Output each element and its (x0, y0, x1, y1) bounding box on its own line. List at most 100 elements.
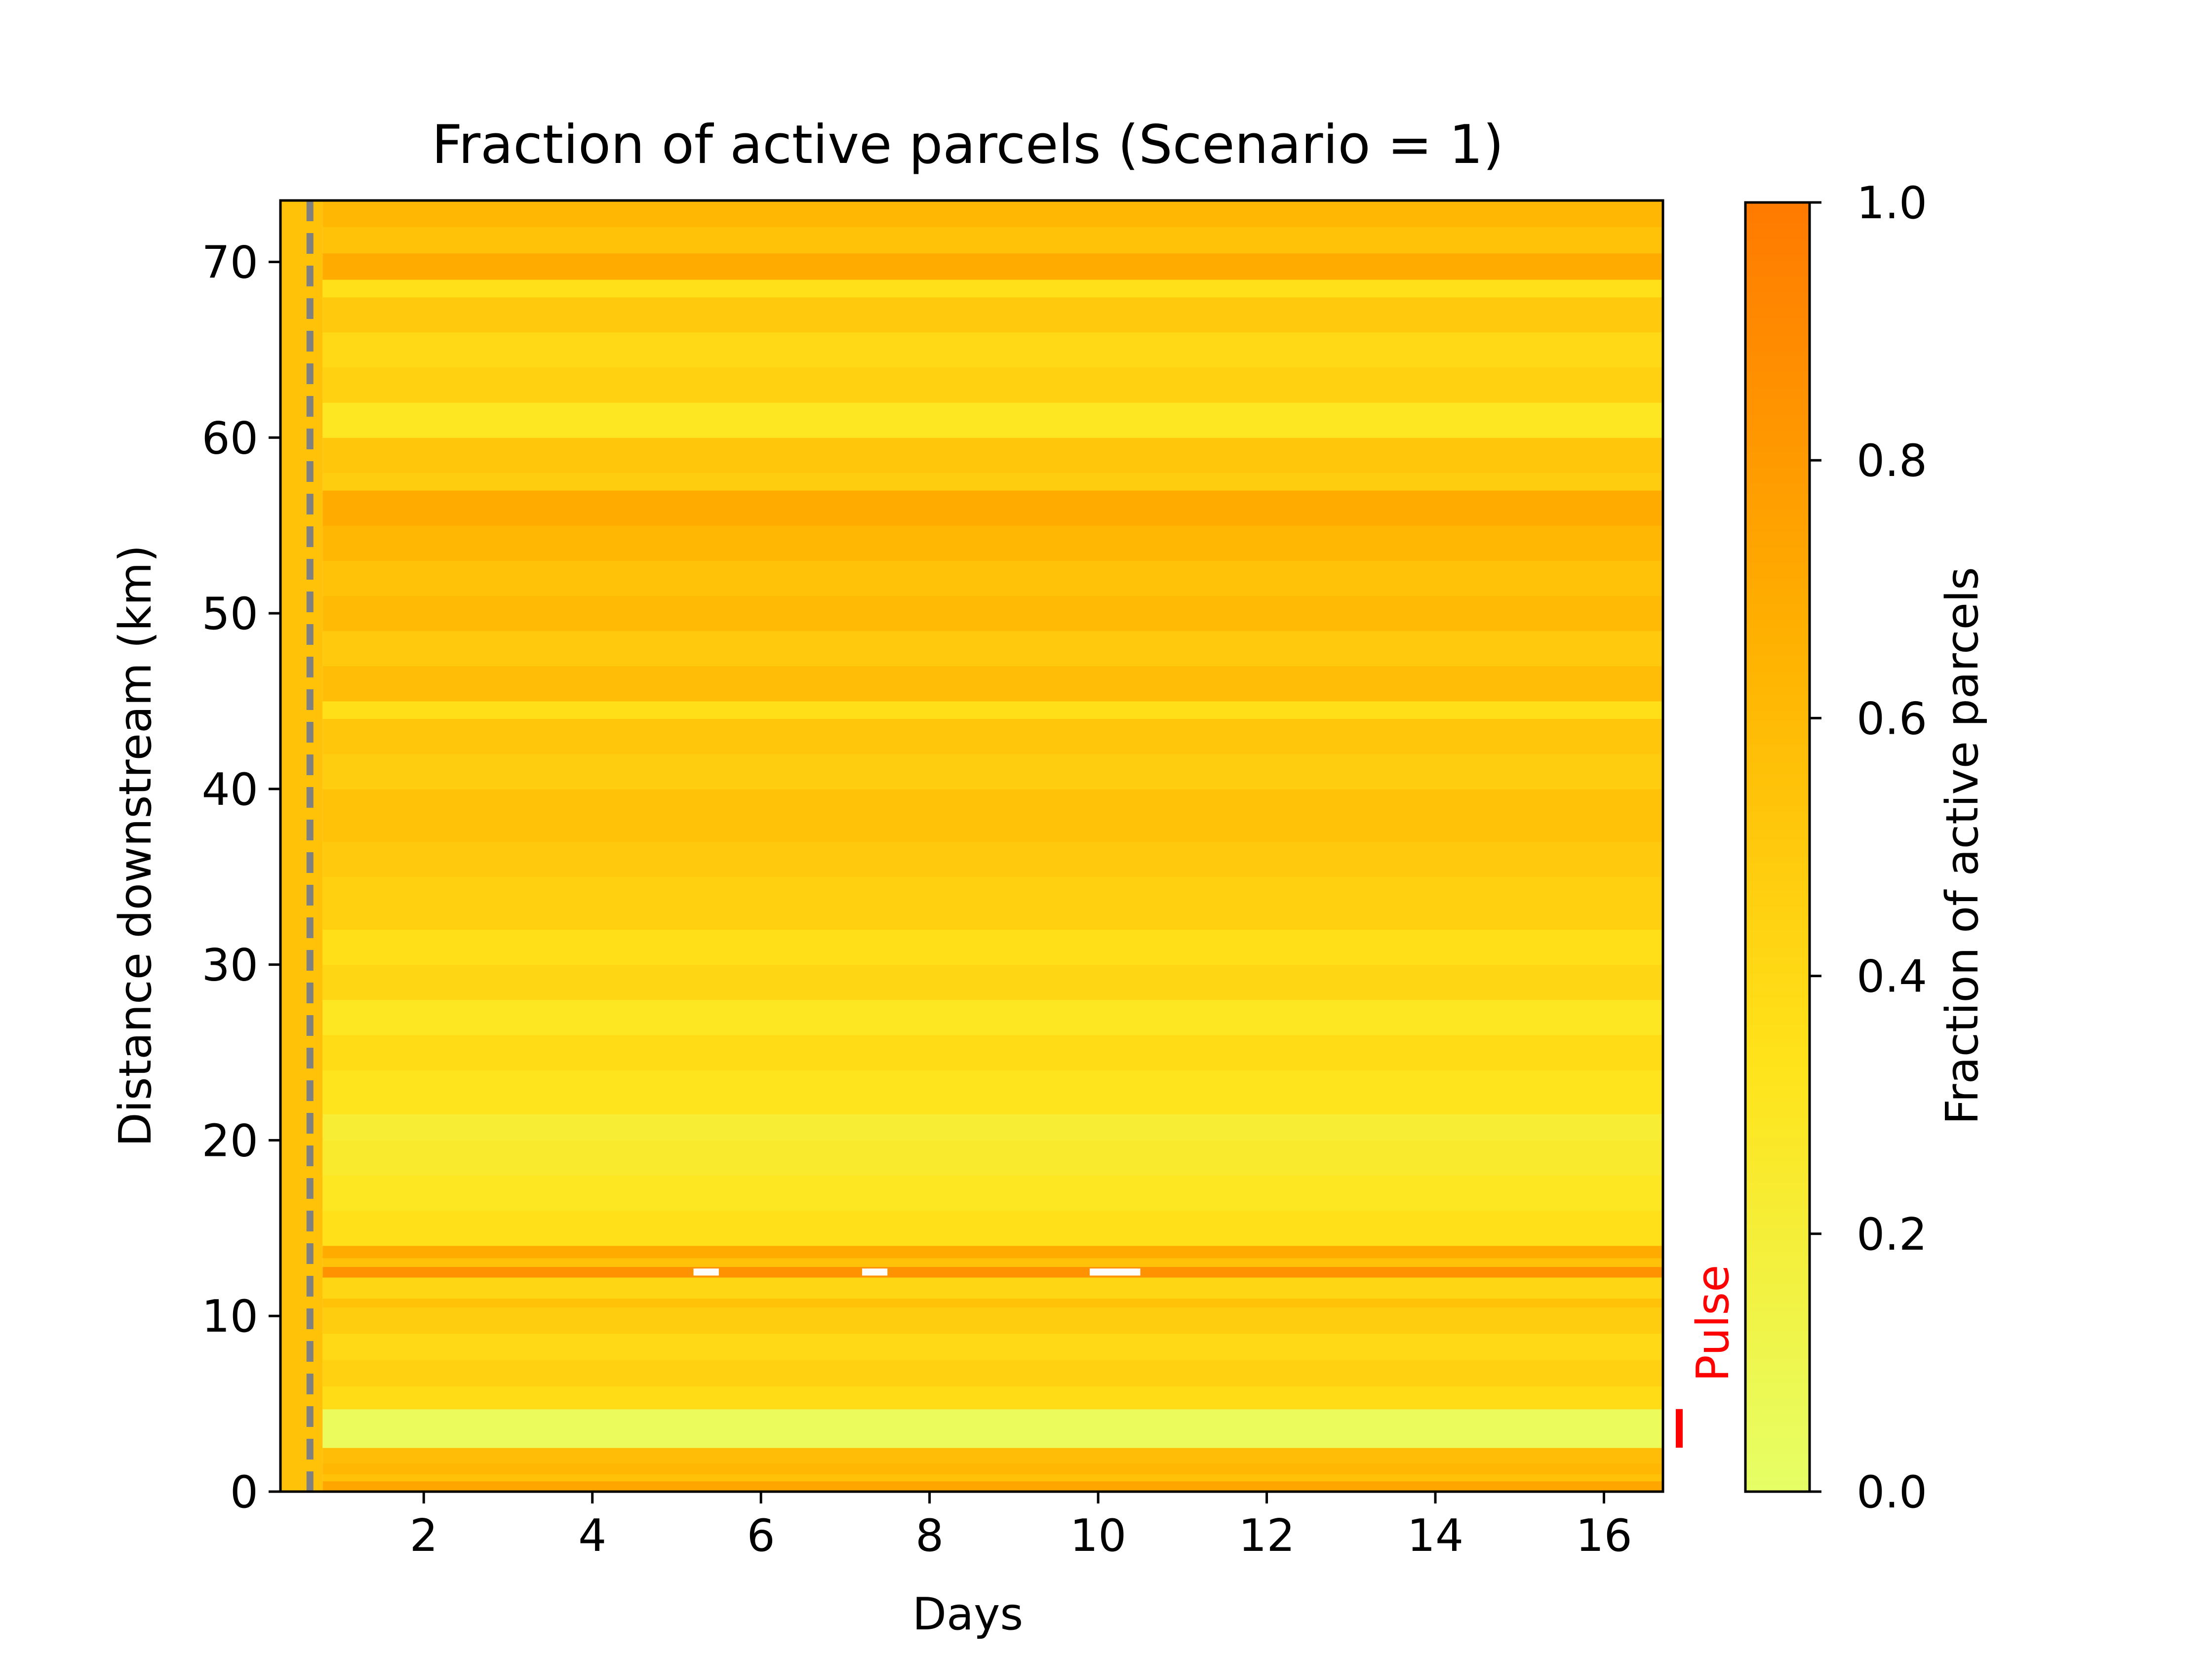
colorbar-tick-label: 0.0 (1856, 1466, 1927, 1518)
heatmap-band (322, 1210, 1663, 1246)
heatmap-band (322, 595, 1663, 632)
heatmap-band (322, 1307, 1663, 1334)
heatmap-early-cell (280, 560, 323, 596)
heatmap-early-cell (280, 253, 323, 280)
heatmap-band (322, 297, 1663, 333)
heatmap-band (322, 789, 1663, 842)
heatmap-early-cell (280, 718, 323, 754)
y-tick-label: 70 (201, 237, 258, 289)
y-axis-label: Distance downstream (km) (110, 545, 161, 1147)
x-tick-label: 12 (1238, 1510, 1295, 1562)
heatmap-band (322, 1034, 1663, 1070)
heatmap-band (322, 876, 1663, 930)
heatmap-band (322, 1333, 1663, 1360)
heatmap-early-cell (280, 1474, 323, 1482)
heatmap-band (322, 1474, 1663, 1482)
heatmap-early-cell (280, 876, 323, 930)
x-tick-label: 16 (1576, 1510, 1632, 1562)
heatmap-band (322, 1245, 1663, 1259)
heatmap-band (322, 1070, 1663, 1114)
heatmap-band (322, 666, 1663, 702)
heatmap-early-cell (280, 367, 323, 403)
heatmap-band (322, 1298, 1663, 1307)
heatmap-band (322, 200, 1663, 227)
x-tick-label: 10 (1070, 1510, 1127, 1562)
heatmap-early-cell (280, 525, 323, 561)
heatmap-early-cell (280, 666, 323, 702)
heatmap-cells (280, 200, 1663, 1492)
heatmap-early-cell (280, 841, 323, 877)
heatmap-gap-cell (862, 1268, 888, 1276)
y-tick-label: 60 (201, 412, 258, 464)
heatmap-early-cell (280, 753, 323, 790)
colorbar-ticks: 0.0 0.2 0.4 0.6 0.8 1.0 (1810, 177, 1927, 1518)
heatmap-early-cell (280, 1258, 323, 1267)
heatmap-band (322, 402, 1663, 438)
heatmap-early-cell (280, 1481, 323, 1492)
heatmap-early-cell (280, 200, 323, 227)
heatmap-band (322, 841, 1663, 877)
heatmap-early-cell (280, 1140, 323, 1176)
heatmap-early-cell (280, 227, 323, 254)
heatmap-band (322, 525, 1663, 561)
heatmap-early-cell (280, 1210, 323, 1246)
pulse-label: Pulse (1687, 1265, 1739, 1382)
heatmap-early-cell (280, 789, 323, 842)
heatmap-band (322, 1258, 1663, 1267)
heatmap-band (322, 279, 1663, 298)
heatmap-band (322, 701, 1663, 719)
heatmap-early-cell (280, 1175, 323, 1211)
pulse-marker (1676, 1409, 1683, 1448)
heatmap-band (322, 1140, 1663, 1176)
heatmap-band (322, 332, 1663, 368)
y-axis-ticks: 0 10 20 30 40 50 60 70 (201, 237, 280, 1518)
x-tick-label: 8 (915, 1510, 944, 1562)
heatmap-early-cell (280, 1386, 323, 1410)
heatmap-band (322, 753, 1663, 790)
heatmap-early-cell (280, 1463, 323, 1474)
y-tick-label: 30 (201, 940, 258, 991)
heatmap-early-cell (280, 1333, 323, 1360)
y-tick-label: 50 (201, 588, 258, 640)
y-tick-label: 0 (230, 1466, 258, 1518)
heatmap-early-cell (280, 1070, 323, 1114)
heatmap-early-cell (280, 279, 323, 298)
heatmap-band (322, 560, 1663, 596)
heatmap-gap-cell (693, 1268, 719, 1276)
heatmap-band (322, 1266, 1663, 1278)
heatmap-early-cell (280, 1360, 323, 1387)
heatmap-band (322, 1481, 1663, 1492)
heatmap-band (322, 999, 1663, 1035)
x-tick-label: 14 (1407, 1510, 1464, 1562)
heatmap-band (322, 631, 1663, 667)
colorbar-tick-label: 0.4 (1856, 951, 1927, 1003)
colorbar-tick-label: 0.6 (1856, 693, 1927, 745)
heatmap-early-cell (280, 437, 323, 473)
heatmap-band (322, 1360, 1663, 1387)
heatmap-early-cell (280, 631, 323, 667)
heatmap-early-cell (280, 929, 323, 965)
x-axis-ticks: 2 4 6 8 10 12 14 16 (410, 1492, 1632, 1562)
heatmap-early-cell (280, 402, 323, 438)
x-axis-label: Days (912, 1588, 1024, 1640)
heatmap-band (322, 964, 1663, 1000)
heatmap-band (322, 929, 1663, 965)
heatmap-band (322, 1175, 1663, 1211)
heatmap-early-cell (280, 964, 323, 1000)
heatmap-early-cell (280, 1409, 323, 1448)
heatmap-band (322, 367, 1663, 403)
heatmap-band (322, 473, 1663, 491)
heatmap-early-cell (280, 1266, 323, 1278)
heatmap-early-cell (280, 1298, 323, 1307)
heatmap-band (322, 1448, 1663, 1464)
y-tick-label: 20 (201, 1115, 258, 1167)
colorbar-tick-label: 1.0 (1856, 177, 1927, 229)
x-tick-label: 6 (747, 1510, 775, 1562)
heatmap-band (322, 253, 1663, 280)
heatmap-band (322, 490, 1663, 526)
heatmap-early-cell (280, 332, 323, 368)
heatmap-band (322, 718, 1663, 754)
heatmap-early-cell (280, 1307, 323, 1334)
heatmap-band (322, 1409, 1663, 1448)
colorbar-tick-label: 0.8 (1856, 435, 1927, 487)
